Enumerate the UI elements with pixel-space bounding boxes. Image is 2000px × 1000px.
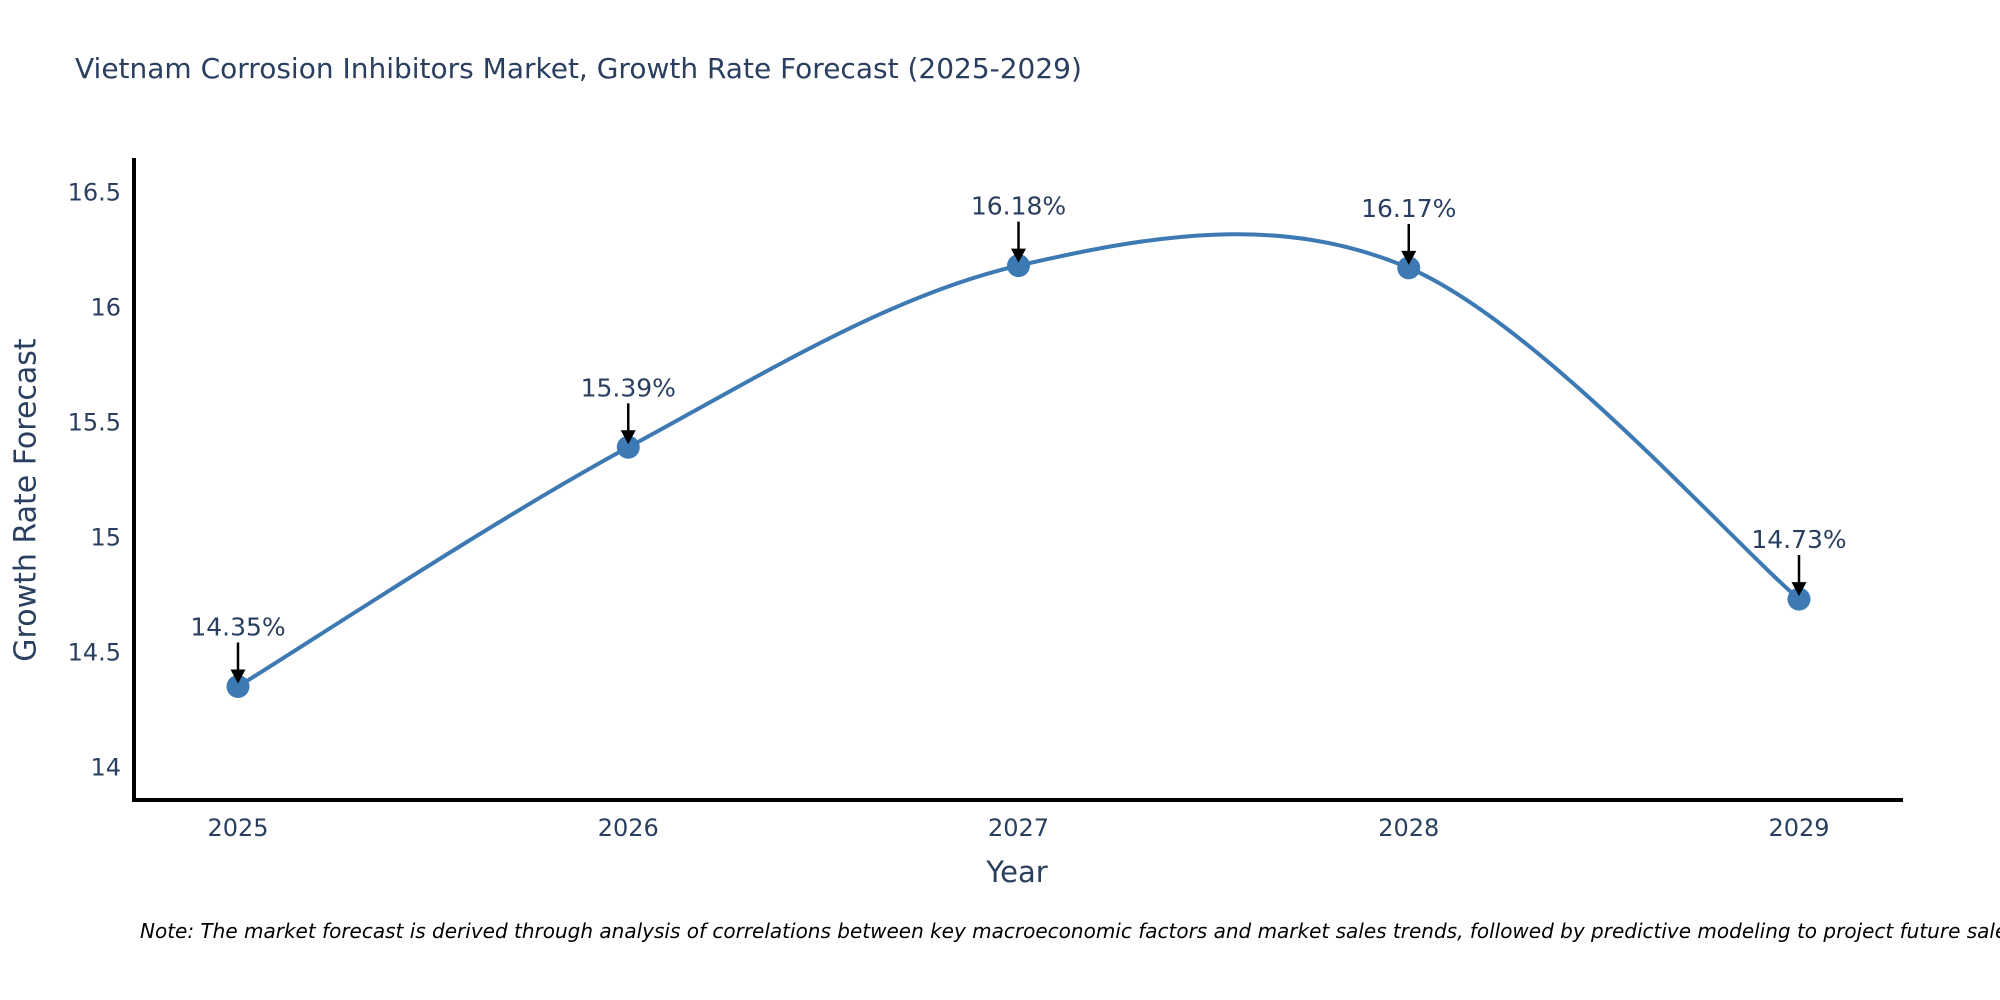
data-point[interactable] <box>1007 254 1030 278</box>
x-tick-label: 2026 <box>598 814 659 842</box>
footnote: Note: The market forecast is derived thr… <box>140 919 2000 943</box>
y-tick-label: 16.5 <box>68 179 121 207</box>
x-tick-label: 2025 <box>207 814 268 842</box>
line-series <box>236 232 1801 689</box>
data-point[interactable] <box>1787 587 1811 611</box>
x-tick-label: 2027 <box>988 814 1049 842</box>
annotation-label: 16.18% <box>971 192 1066 221</box>
x-tick-label: 2029 <box>1768 814 1829 842</box>
annotation-label: 14.73% <box>1751 525 1846 554</box>
annotation-arrowhead-icon <box>620 430 636 445</box>
y-tick-label: 14 <box>90 754 121 782</box>
axis-line <box>132 158 1903 802</box>
data-point[interactable] <box>226 675 250 698</box>
annotation-arrowhead-icon <box>1011 248 1026 263</box>
y-tick-label: 15.5 <box>68 409 121 437</box>
data-point[interactable] <box>616 435 640 459</box>
data-point[interactable] <box>1397 256 1421 280</box>
y-tick-label: 16 <box>90 294 121 322</box>
x-tick-label: 2028 <box>1378 814 1439 842</box>
annotation-label: 14.35% <box>190 613 285 642</box>
y-tick-label: 14.5 <box>68 639 121 667</box>
annotation-label: 15.39% <box>581 373 676 402</box>
annotation-label: 16.17% <box>1361 194 1456 223</box>
x-axis-title: Year <box>986 855 1048 889</box>
y-tick-label: 15 <box>90 524 121 552</box>
chart-title: Vietnam Corrosion Inhibitors Market, Gro… <box>75 52 1082 85</box>
annotation-arrowhead-icon <box>230 669 246 684</box>
annotation-arrowhead-icon <box>1791 582 1807 597</box>
annotation-arrowhead-icon <box>1401 250 1417 265</box>
